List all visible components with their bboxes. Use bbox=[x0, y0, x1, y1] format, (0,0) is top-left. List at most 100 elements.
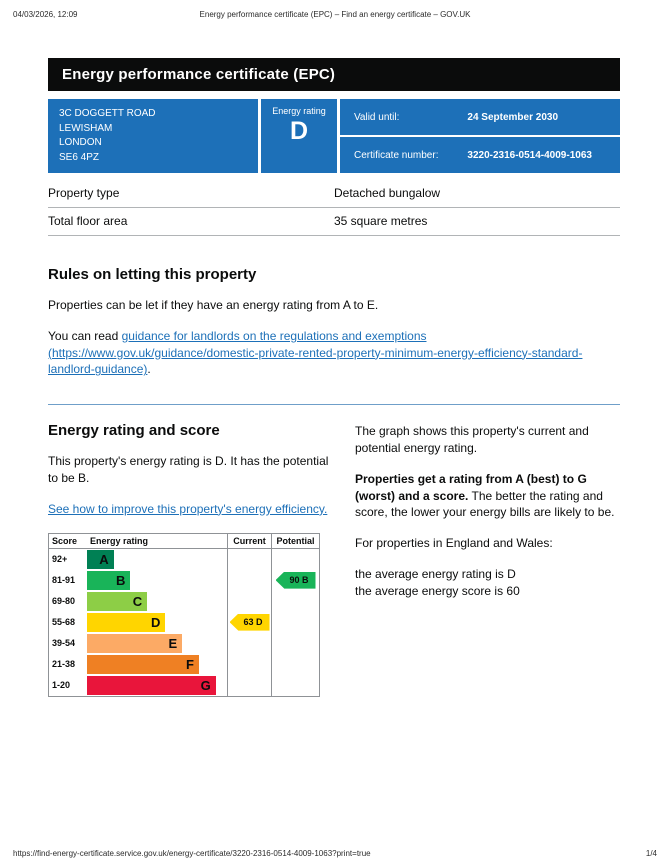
total-floor-area-value: 35 square metres bbox=[334, 214, 428, 228]
graph-explainer-paragraph: The graph shows this property's current … bbox=[355, 424, 589, 455]
chart-header-potential: Potential bbox=[271, 533, 319, 548]
chart-row-c: 69-80 C bbox=[49, 590, 319, 612]
certificate-number-value: 3220-2316-0514-4009-1063 bbox=[467, 149, 592, 161]
print-header: 04/03/2026, 12:09 Energy performance cer… bbox=[0, 10, 670, 22]
current-column-cell bbox=[227, 569, 271, 591]
valid-until-label: Valid until: bbox=[354, 111, 400, 123]
print-page-title: Energy performance certificate (EPC) – F… bbox=[199, 10, 471, 19]
band-bar-g: G bbox=[87, 675, 216, 695]
chart-header-energy-rating: Energy rating bbox=[90, 535, 149, 546]
address-line-3: LONDON bbox=[59, 137, 102, 148]
band-bar-b: B bbox=[87, 570, 131, 590]
band-bar-f: F bbox=[87, 654, 199, 674]
table-row: Property type Detached bungalow bbox=[48, 180, 620, 208]
band-bar-c: C bbox=[87, 591, 148, 611]
rating-summary-paragraph: This property's energy rating is D. It h… bbox=[48, 454, 329, 485]
address-line-1: 3C DOGGETT ROAD bbox=[59, 108, 156, 119]
band-bar-cell: C bbox=[87, 591, 227, 612]
print-datetime: 04/03/2026, 12:09 bbox=[13, 10, 78, 19]
band-score-label: 1-20 bbox=[52, 680, 71, 691]
current-rating-arrow: 63 D bbox=[229, 613, 270, 631]
rating-scale-rest: The better the rating and score, the low… bbox=[355, 488, 615, 520]
chart-row-b: 81-91 B 90 B bbox=[49, 569, 319, 591]
chart-row-f: 21-38 F bbox=[49, 653, 319, 675]
valid-until-row: Valid until: 24 September 2030 bbox=[340, 99, 620, 135]
rating-right-column: The graph shows this property's current … bbox=[355, 422, 620, 696]
improve-efficiency-link[interactable]: See how to improve this property's energ… bbox=[48, 501, 328, 516]
rating-scale-bold: Properties get a rating from A (best) to… bbox=[355, 471, 587, 503]
rating-scale-paragraph: Properties get a rating from A (best) to… bbox=[355, 471, 620, 521]
rating-section-heading: Energy rating and score bbox=[48, 422, 220, 440]
band-score-label: 39-54 bbox=[52, 638, 76, 649]
energy-rating-section: Energy rating and score This property's … bbox=[48, 422, 620, 697]
energy-rating-value: D bbox=[289, 117, 309, 145]
band-score-label: 69-80 bbox=[52, 596, 76, 607]
table-row: Total floor area 35 square metres bbox=[48, 208, 620, 236]
chart-row-g: 1-20 G bbox=[49, 674, 319, 696]
energy-rating-label: Energy rating bbox=[272, 106, 326, 116]
property-type-value: Detached bungalow bbox=[334, 186, 441, 200]
averages-paragraph: the average energy rating is D the avera… bbox=[355, 566, 620, 600]
current-column-cell bbox=[227, 674, 271, 696]
band-bar-a: A bbox=[87, 549, 114, 569]
band-score-label: 55-68 bbox=[52, 617, 76, 628]
potential-column-cell bbox=[271, 632, 319, 654]
chart-header-current: Current bbox=[227, 533, 271, 548]
letting-rules-section: Rules on letting this property Propertie… bbox=[48, 266, 620, 378]
certificate-meta-box: Valid until: 24 September 2030 Certifica… bbox=[340, 99, 620, 173]
address-line-4: SE6 4PZ bbox=[59, 151, 100, 163]
chart-row-d: 55-68 D 63 D bbox=[49, 611, 319, 633]
rating-left-column: Energy rating and score This property's … bbox=[48, 422, 333, 697]
certificate-content: Energy performance certificate (EPC) 3C … bbox=[48, 58, 620, 697]
band-score-label: 81-91 bbox=[52, 575, 76, 586]
chart-row-a: 92+ A bbox=[49, 548, 319, 570]
energy-rating-box: Energy rating D bbox=[261, 99, 337, 173]
section-divider bbox=[48, 404, 620, 406]
letting-rules-heading: Rules on letting this property bbox=[48, 266, 257, 283]
certificate-number-label: Certificate number: bbox=[354, 149, 439, 161]
band-bar-cell: E bbox=[87, 633, 227, 654]
total-floor-area-label: Total floor area bbox=[48, 214, 128, 228]
property-type-label: Property type bbox=[48, 186, 120, 200]
summary-panel: 3C DOGGETT ROAD LEWISHAM LONDON SE6 4PZ … bbox=[48, 99, 620, 173]
current-column-cell bbox=[227, 590, 271, 612]
print-footer: https://find-energy-certificate.service.… bbox=[13, 849, 657, 858]
page-title: Energy performance certificate (EPC) bbox=[48, 58, 620, 91]
average-score-line: the average energy score is 60 bbox=[355, 583, 520, 598]
landlord-guidance-link[interactable]: guidance for landlords on the regulation… bbox=[48, 328, 583, 377]
potential-column-cell bbox=[271, 611, 319, 633]
improve-link-paragraph: See how to improve this property's energ… bbox=[48, 501, 333, 518]
band-bar-d: D bbox=[87, 612, 166, 632]
potential-column-cell bbox=[271, 548, 319, 570]
band-bar-cell: A bbox=[87, 549, 227, 570]
band-bar-e: E bbox=[87, 633, 183, 653]
letting-rules-guidance-paragraph: You can read guidance for landlords on t… bbox=[48, 328, 620, 378]
letting-rules-paragraph: Properties can be let if they have an en… bbox=[48, 298, 379, 312]
valid-until-value: 24 September 2030 bbox=[467, 111, 559, 123]
band-bar-cell: G bbox=[87, 675, 227, 696]
england-wales-paragraph: For properties in England and Wales: bbox=[355, 536, 553, 551]
print-footer-url: https://find-energy-certificate.service.… bbox=[13, 849, 371, 858]
property-address: 3C DOGGETT ROAD LEWISHAM LONDON SE6 4PZ bbox=[48, 99, 258, 173]
address-line-2: LEWISHAM bbox=[59, 122, 113, 134]
print-footer-page-number: 1/4 bbox=[645, 849, 657, 858]
current-column-cell: 63 D bbox=[227, 611, 271, 633]
potential-column-cell bbox=[271, 653, 319, 675]
property-details-table: Property type Detached bungalow Total fl… bbox=[48, 180, 620, 236]
average-rating-line: the average energy rating is D bbox=[355, 566, 516, 581]
potential-column-cell: 90 B bbox=[271, 569, 319, 591]
band-score-label: 21-38 bbox=[52, 659, 76, 670]
potential-column-cell bbox=[271, 674, 319, 696]
guidance-paragraph-period: . bbox=[147, 362, 151, 377]
potential-column-cell bbox=[271, 590, 319, 612]
potential-rating-arrow: 90 B bbox=[275, 571, 316, 589]
current-column-cell bbox=[227, 653, 271, 675]
epc-rating-chart: Score Energy rating Current Potential 92… bbox=[48, 532, 320, 697]
guidance-paragraph-lead: You can read bbox=[48, 328, 122, 343]
band-bar-cell: F bbox=[87, 654, 227, 675]
band-bar-cell: B bbox=[87, 570, 227, 591]
certificate-number-row: Certificate number: 3220-2316-0514-4009-… bbox=[340, 135, 620, 173]
chart-header-score: Score bbox=[52, 535, 78, 546]
band-score-label: 92+ bbox=[52, 554, 68, 565]
